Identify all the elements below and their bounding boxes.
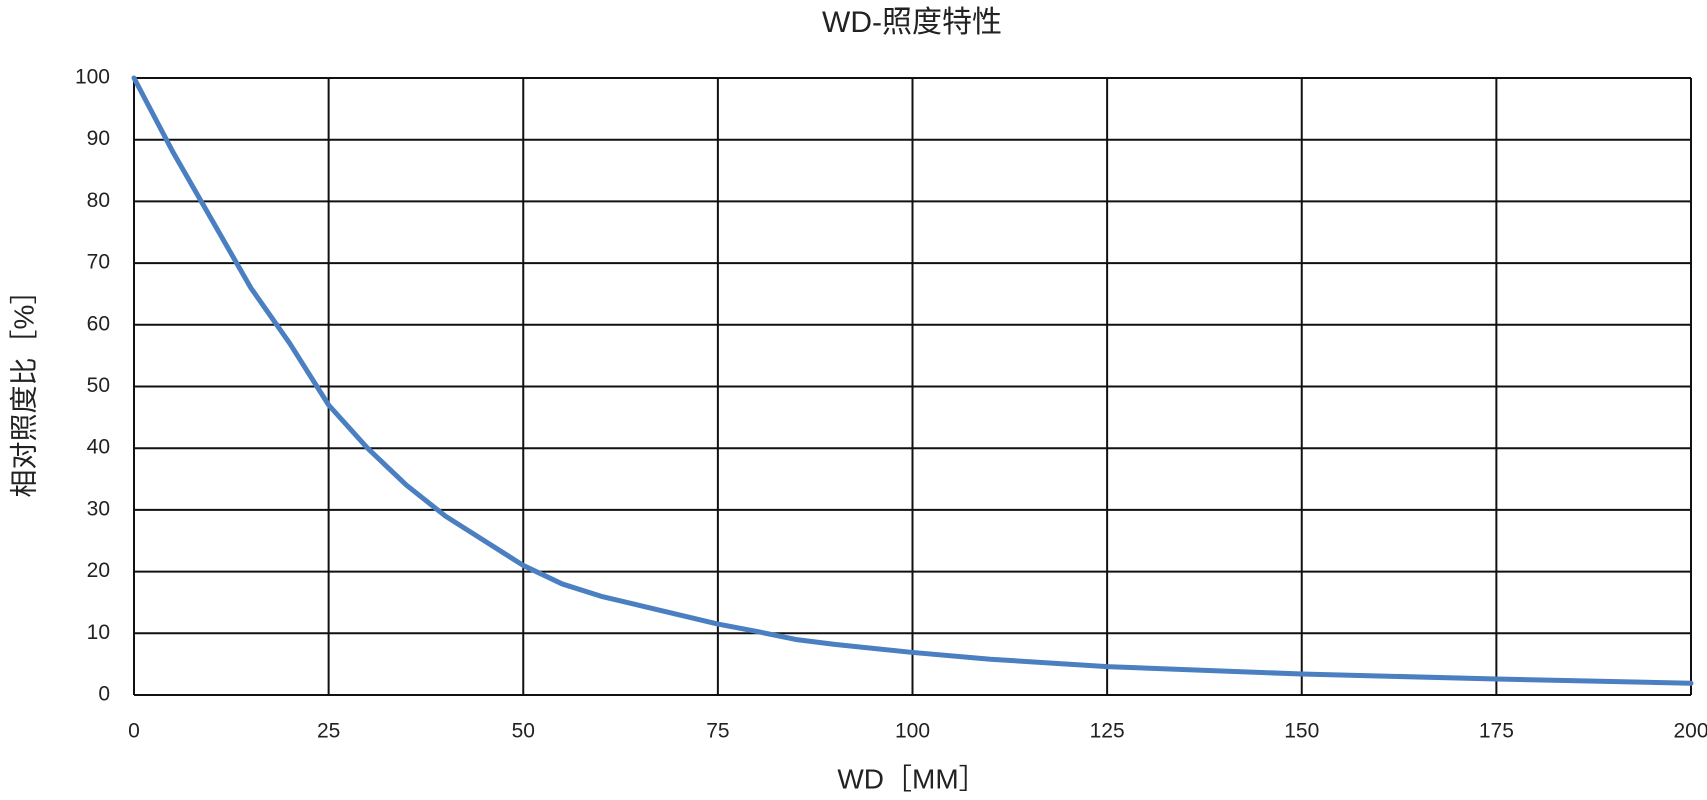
- y-tick-label: 40: [87, 436, 110, 459]
- x-tick-label: 25: [317, 720, 340, 743]
- x-axis-label: WD［MM］: [837, 763, 986, 794]
- x-tick-label: 150: [1284, 720, 1319, 743]
- y-tick-label: 90: [87, 127, 110, 150]
- y-tick-label: 10: [87, 621, 110, 644]
- y-tick-label: 0: [98, 683, 110, 706]
- y-tick-label: 60: [87, 312, 110, 335]
- y-tick-label: 20: [87, 559, 110, 582]
- y-tick-label: 80: [87, 189, 110, 212]
- x-tick-label: 50: [512, 720, 535, 743]
- y-tick-label: 30: [87, 497, 110, 520]
- x-tick-label: 200: [1673, 720, 1707, 743]
- x-tick-label: 100: [895, 720, 930, 743]
- x-tick-label: 0: [128, 720, 140, 743]
- y-tick-label: 50: [87, 374, 110, 397]
- x-tick-label: 175: [1479, 720, 1514, 743]
- x-tick-label: 125: [1090, 720, 1125, 743]
- y-tick-label: 70: [87, 251, 110, 274]
- y-tick-label: 100: [75, 66, 110, 89]
- x-tick-label: 75: [706, 720, 729, 743]
- y-axis-label: 相对照度比［%］: [8, 277, 39, 498]
- data-line: [131, 75, 1694, 686]
- chart-title: WD-照度特性: [822, 6, 1002, 39]
